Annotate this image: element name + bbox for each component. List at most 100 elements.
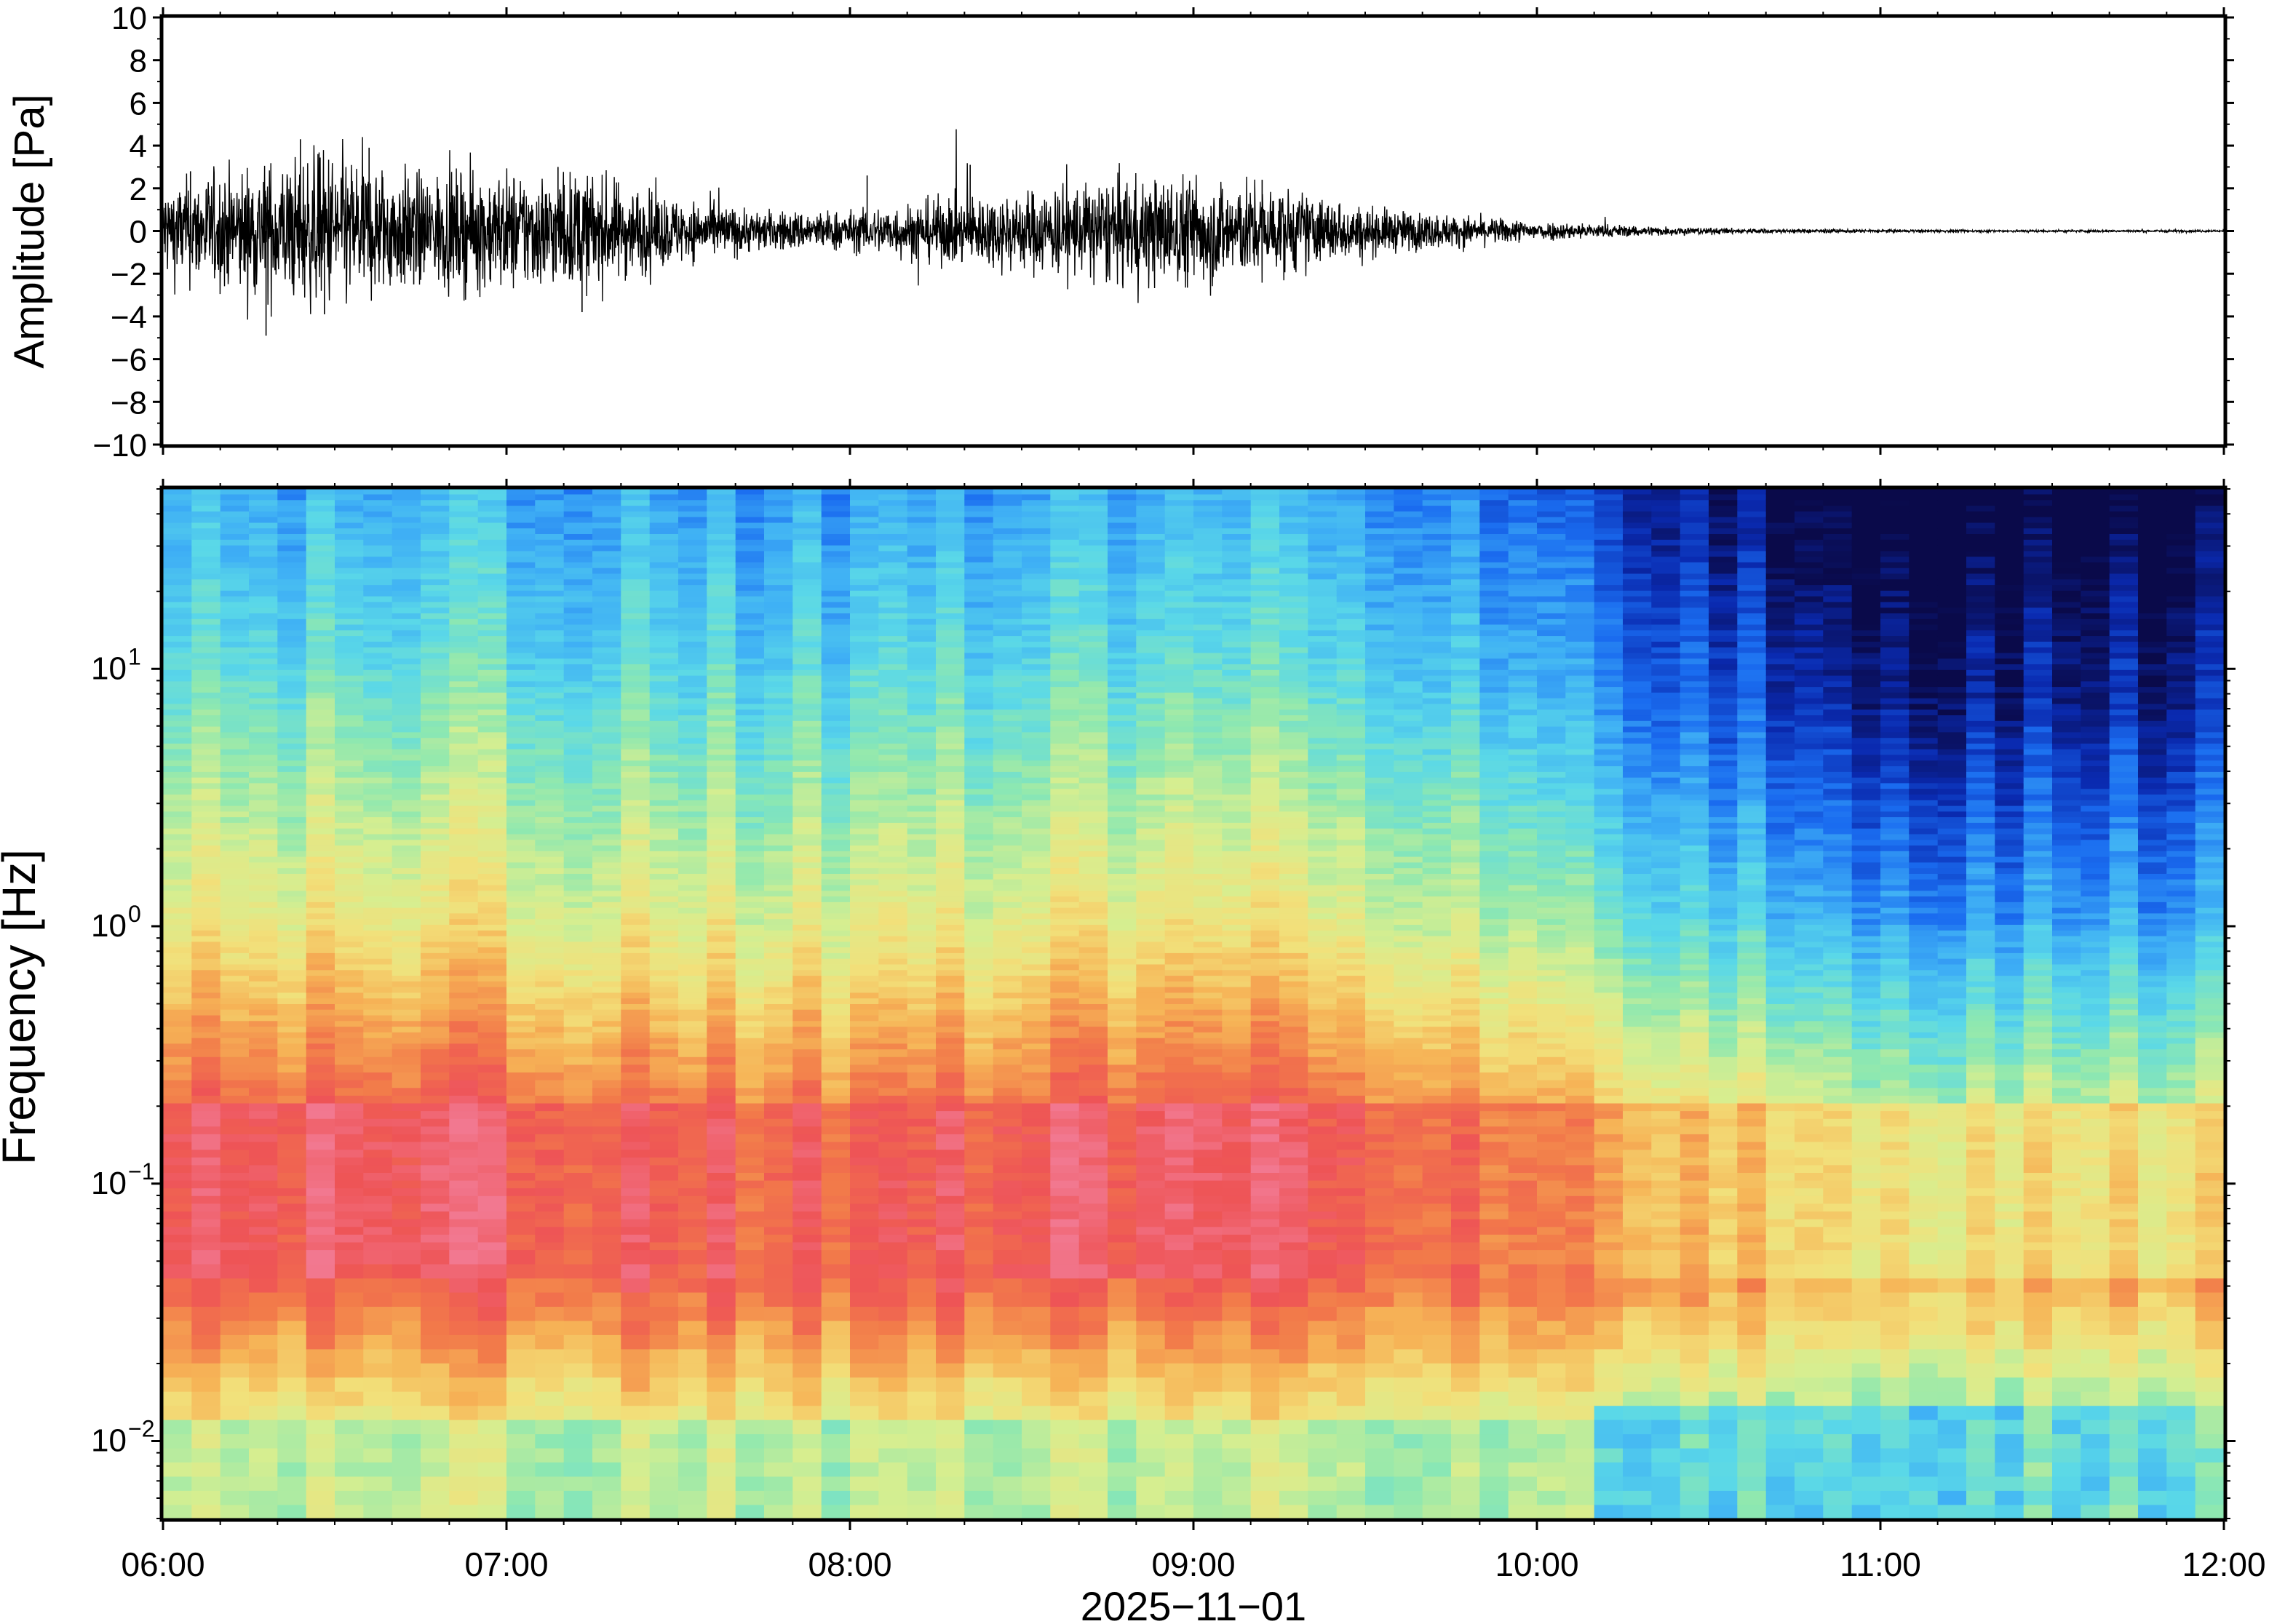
spectrogram-cell xyxy=(1108,765,1137,772)
spectrogram-cell xyxy=(506,686,536,693)
spectrogram-cell xyxy=(1078,595,1108,602)
spectrogram-cell xyxy=(621,811,651,818)
spectrogram-cell xyxy=(964,754,994,761)
spectrogram-cell xyxy=(792,1008,822,1016)
spectrogram-cell xyxy=(563,1072,593,1080)
spectrogram-cell xyxy=(621,907,651,914)
spectrogram-cell xyxy=(1050,952,1080,959)
spectrogram-cell xyxy=(1078,765,1108,772)
spectrogram-cell xyxy=(649,1226,679,1235)
spectrogram-cell xyxy=(1108,1003,1137,1010)
spectrogram-cell xyxy=(1136,1211,1166,1219)
spectrogram-cell xyxy=(964,1141,994,1150)
spectrogram-cell xyxy=(191,1102,221,1112)
spectrogram-cell xyxy=(277,1072,307,1080)
spectrogram-cell xyxy=(306,1014,335,1022)
spectrogram-cell xyxy=(792,1320,822,1335)
spectrogram-cell xyxy=(678,674,708,682)
spectrogram-cell xyxy=(249,544,279,552)
spectrogram-cell xyxy=(477,1149,507,1158)
spectrogram-cell xyxy=(191,1026,221,1032)
spectrogram-cell xyxy=(421,1008,450,1016)
spectrogram-cell xyxy=(735,1087,765,1096)
spectrogram-cell xyxy=(764,969,794,976)
spectrogram-cell xyxy=(477,658,507,664)
waveform-y-tick-label: 0 xyxy=(130,215,147,250)
spectrogram-cell xyxy=(735,1348,765,1364)
spectrogram-cell xyxy=(621,703,651,710)
spectrogram-cell xyxy=(707,499,736,506)
spectrogram-cell xyxy=(850,590,880,597)
spectrogram-cell xyxy=(506,1172,536,1181)
spectrogram-cell xyxy=(421,539,450,546)
spectrogram-cell xyxy=(735,697,765,704)
spectrogram-cell xyxy=(1078,1306,1108,1321)
spectrogram-cell xyxy=(563,539,593,546)
spectrogram-cell xyxy=(1022,725,1052,733)
spectrogram-cell xyxy=(449,1348,479,1364)
spectrogram-cell xyxy=(964,1241,994,1251)
spectrogram-cell xyxy=(449,1433,479,1449)
spectrogram-cell xyxy=(220,533,250,540)
spectrogram-cell xyxy=(1078,1263,1108,1279)
spectrogram-cell xyxy=(477,1020,507,1027)
spectrogram-cell xyxy=(850,1110,880,1119)
spectrogram-cell xyxy=(191,1056,221,1065)
spectrogram-cell xyxy=(821,556,851,562)
spectrogram-cell xyxy=(764,505,794,512)
spectrogram-cell xyxy=(592,1241,622,1251)
spectrogram-cell xyxy=(449,658,479,664)
spectrogram-cell xyxy=(421,1334,450,1350)
spectrogram-cell xyxy=(191,489,221,495)
spectrogram-cell xyxy=(678,1291,708,1307)
spectrogram-cell xyxy=(191,607,221,613)
spectrogram-cell xyxy=(936,686,966,693)
spectrogram-cell xyxy=(1078,499,1108,506)
spectrogram-cell xyxy=(1022,1348,1052,1364)
spectrogram-cell xyxy=(792,1405,822,1420)
spectrogram-cell xyxy=(1050,1490,1080,1505)
spectrogram-cell xyxy=(277,1056,307,1065)
spectrogram-cell xyxy=(1136,1363,1166,1378)
spectrogram-cell xyxy=(306,1149,335,1158)
spectrogram-cell xyxy=(421,1179,450,1189)
spectrogram-cell xyxy=(592,930,622,936)
spectrogram-cell xyxy=(535,771,565,778)
spectrogram-cell xyxy=(907,1211,937,1219)
spectrogram-cell xyxy=(821,765,851,772)
spectrogram-cell xyxy=(936,884,966,891)
spectrogram-cell xyxy=(936,912,966,920)
spectrogram-cell xyxy=(621,522,651,529)
spectrogram-cell xyxy=(163,499,193,506)
spectrogram-cell xyxy=(506,1126,536,1134)
spectrogram-cell xyxy=(1022,924,1052,931)
spectrogram-cell xyxy=(392,1211,421,1219)
spectrogram-cell xyxy=(821,986,851,993)
spectrogram-cell xyxy=(821,771,851,778)
spectrogram-cell xyxy=(621,861,651,869)
spectrogram-cell xyxy=(220,715,250,721)
spectrogram-cell xyxy=(707,1157,736,1166)
spectrogram-cell xyxy=(535,607,565,613)
spectrogram-cell xyxy=(936,595,966,602)
spectrogram-cell xyxy=(649,907,679,914)
spectrogram-cell xyxy=(878,1320,908,1335)
spectrogram-cell xyxy=(163,1306,193,1321)
spectrogram-cell xyxy=(707,493,736,501)
spectrogram-cell xyxy=(306,618,335,625)
spectrogram-cell xyxy=(191,1008,221,1016)
spectrogram-cell xyxy=(878,1419,908,1435)
spectrogram-cell xyxy=(477,697,507,704)
spectrogram-cell xyxy=(1050,873,1080,880)
spectrogram-cell xyxy=(993,1014,1022,1022)
spectrogram-cell xyxy=(764,771,794,778)
spectrogram-cell xyxy=(363,629,393,637)
spectrogram-cell xyxy=(449,533,479,540)
spectrogram-cell xyxy=(306,737,335,744)
spectrogram-cell xyxy=(707,1149,736,1158)
spectrogram-cell xyxy=(993,533,1022,540)
spectrogram-cell xyxy=(191,562,221,568)
spectrogram-cell xyxy=(191,697,221,704)
spectrogram-cell xyxy=(850,550,880,557)
spectrogram-cell xyxy=(563,1141,593,1150)
